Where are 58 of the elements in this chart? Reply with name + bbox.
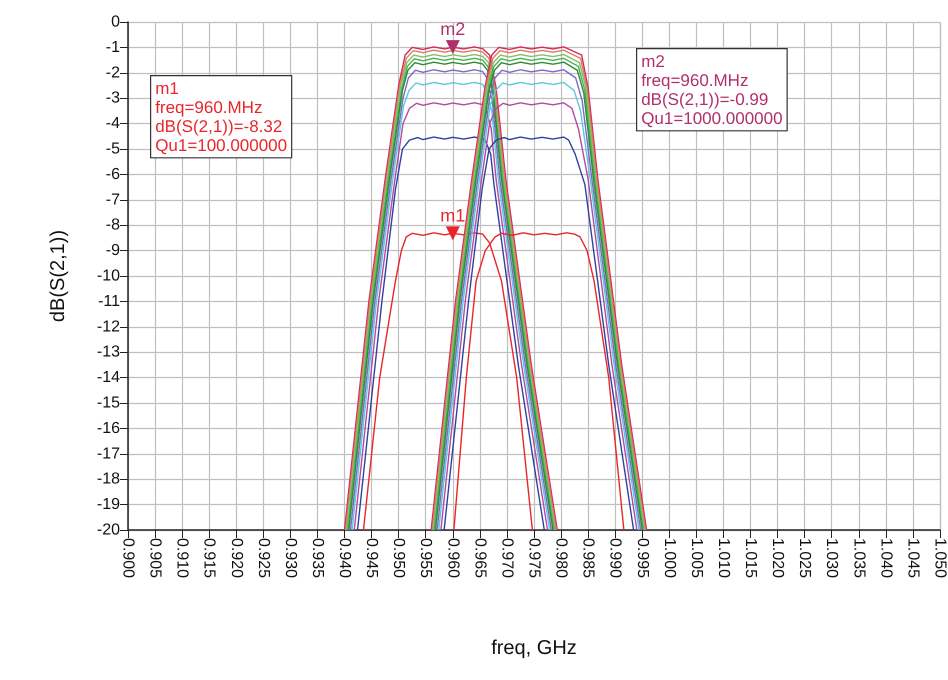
y-tick-label: -12 (96, 318, 120, 336)
y-tick-label: -1 (106, 38, 120, 56)
y-tick-label: -6 (106, 166, 120, 183)
x-tick-label: 1.040 (877, 538, 894, 578)
x-tick-label: 0.905 (146, 538, 164, 578)
y-tick-label: -5 (106, 140, 120, 158)
x-tick-label: 0.925 (254, 538, 272, 578)
x-axis-title: freq, GHz (491, 637, 577, 659)
y-tick-label: -11 (98, 292, 120, 310)
x-tick-label: 1.005 (688, 538, 705, 578)
y-tick-label: -8 (106, 216, 120, 234)
x-tick-label: 0.965 (471, 538, 488, 578)
y-tick-label: -9 (106, 242, 120, 260)
annotation: m1 freq=960.MHz dB(S(2,1))=-8.32 Qu1=100.000000 (155, 79, 288, 156)
x-tick-label: 1.015 (742, 538, 760, 578)
y-tick-label: -18 (96, 470, 120, 488)
x-tick-label: 1.050 (932, 538, 948, 578)
y-tick-label: -14 (96, 369, 120, 386)
x-tick-label: 0.960 (444, 538, 462, 578)
x-tick-label: 0.945 (363, 538, 380, 578)
y-axis-title: dB(S(2,1)) (47, 230, 69, 322)
x-tick-label: 1.020 (769, 538, 786, 578)
x-tick-label: 0.975 (526, 538, 542, 578)
y-tick-label: -20 (96, 522, 120, 538)
x-tick-label: 0.995 (634, 538, 651, 578)
x-tick-label: 0.935 (308, 538, 326, 578)
x-tick-label: 0.985 (580, 538, 597, 578)
x-tick-label: 0.950 (390, 538, 408, 578)
y-tick-label: -13 (96, 344, 120, 361)
x-tick-label: 1.010 (714, 538, 732, 578)
x-tick-label: 0.940 (336, 538, 354, 578)
y-tick-label: -7 (106, 191, 120, 208)
x-tick-label: 1.035 (850, 538, 868, 578)
y-tick-label: -19 (96, 496, 120, 514)
x-tick-label: 0.900 (120, 538, 136, 578)
x-tick-label: 0.955 (417, 538, 434, 578)
x-tick-label: 0.990 (606, 538, 624, 578)
x-tick-label: 0.970 (498, 538, 516, 578)
annotation: m2 freq=960.MHz dB(S(2,1))=-0.99 Qu1=1000.000000 (641, 52, 783, 128)
x-tick-label: 0.920 (228, 538, 245, 578)
x-tick-label: 1.030 (823, 538, 840, 578)
y-tick-label: -3 (106, 90, 120, 107)
y-tick-label: -2 (106, 64, 120, 82)
x-tick-label: 0.930 (282, 538, 299, 578)
y-tick-label: 0 (111, 14, 120, 30)
x-tick-label: 0.915 (200, 538, 218, 578)
x-tick-label: 1.025 (796, 538, 814, 578)
x-tick-label: 0.910 (174, 538, 191, 578)
annotation: m1 (440, 205, 466, 226)
y-tick-label: -4 (106, 115, 120, 132)
y-tick-label: -15 (96, 394, 120, 412)
y-tick-label: -17 (96, 445, 120, 462)
annotation: m2 (440, 19, 466, 40)
x-tick-label: 1.045 (904, 538, 922, 578)
y-tick-label: -10 (96, 268, 120, 284)
y-tick-label: -16 (96, 420, 120, 437)
x-tick-label: 0.980 (552, 538, 570, 578)
x-tick-label: 1.000 (660, 538, 678, 578)
